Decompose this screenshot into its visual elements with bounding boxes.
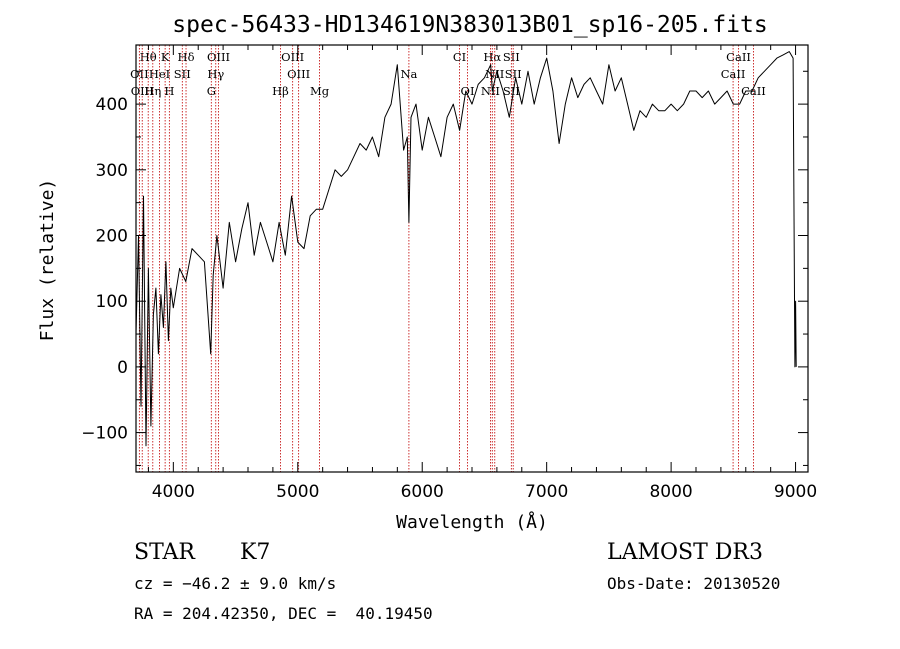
y-tick-label--100: −100 [81,424,128,444]
line-label-6: Hα [483,50,501,64]
x-tick-label-8000: 8000 [649,482,692,502]
line-label-26: SII [503,84,520,98]
line-label-17: CaII [721,67,746,81]
y-tick-label-0: 0 [117,358,128,378]
y-tick-label-100: 100 [96,292,128,312]
line-label-7: SII [503,50,520,64]
line-label-5: CI [453,50,466,64]
x-tick-label-7000: 7000 [525,482,568,502]
y-tick-label-300: 300 [96,161,128,181]
line-label-19: Hη [144,84,161,98]
x-axis: 4000 5000 6000 7000 8000 9000 [147,45,817,502]
line-label-23: Mg [310,84,330,98]
x-tick-label-9000: 9000 [774,482,817,502]
line-label-1: K [161,50,170,64]
line-label-12: Hγ [207,67,224,81]
x-tick-label-5000: 5000 [276,482,319,502]
line-label-2: Hδ [178,50,195,64]
spectral-subclass: K7 [240,540,271,565]
line-label-21: G [207,84,216,98]
spectrum-line [135,51,797,447]
line-label-22: Hβ [272,84,289,98]
line-label-4: OIII [281,50,304,64]
line-label-8: CaII [726,50,751,64]
x-axis-label: Wavelength (Å) [396,511,548,533]
line-label-27: CaII [741,84,766,98]
survey-name: LAMOST DR3 [607,540,763,565]
line-label-20: H [164,84,174,98]
observation-date: Obs-Date: 20130520 [607,574,781,593]
y-tick-label-400: 400 [96,95,128,115]
y-axis: −100 0 100 200 300 400 [81,70,808,466]
line-label-15: NII [485,67,504,81]
chart-title: spec-56433-HD134619N383013B01_sp16-205.f… [172,12,767,38]
x-tick-label-4000: 4000 [152,482,195,502]
plot-frame [135,44,809,473]
line-label-25: NII [481,84,500,98]
y-axis-label: Flux (relative) [37,179,58,342]
line-label-13: OIII [287,67,310,81]
y-tick-label-200: 200 [96,227,128,247]
line-label-3: OIII [207,50,230,64]
redshift-cz: cz = −46.2 ± 9.0 km/s [134,574,337,593]
line-label-10: HeI [149,67,170,81]
line-label-11: SII [174,67,191,81]
line-label-9: OII [130,67,149,81]
coordinates: RA = 204.42350, DEC = 40.19450 [134,604,433,623]
x-tick-label-6000: 6000 [401,482,444,502]
line-label-14: Na [400,67,417,81]
line-label-24: OI [461,84,475,98]
line-label-16: SII [505,67,522,81]
object-type: STAR [134,540,195,565]
